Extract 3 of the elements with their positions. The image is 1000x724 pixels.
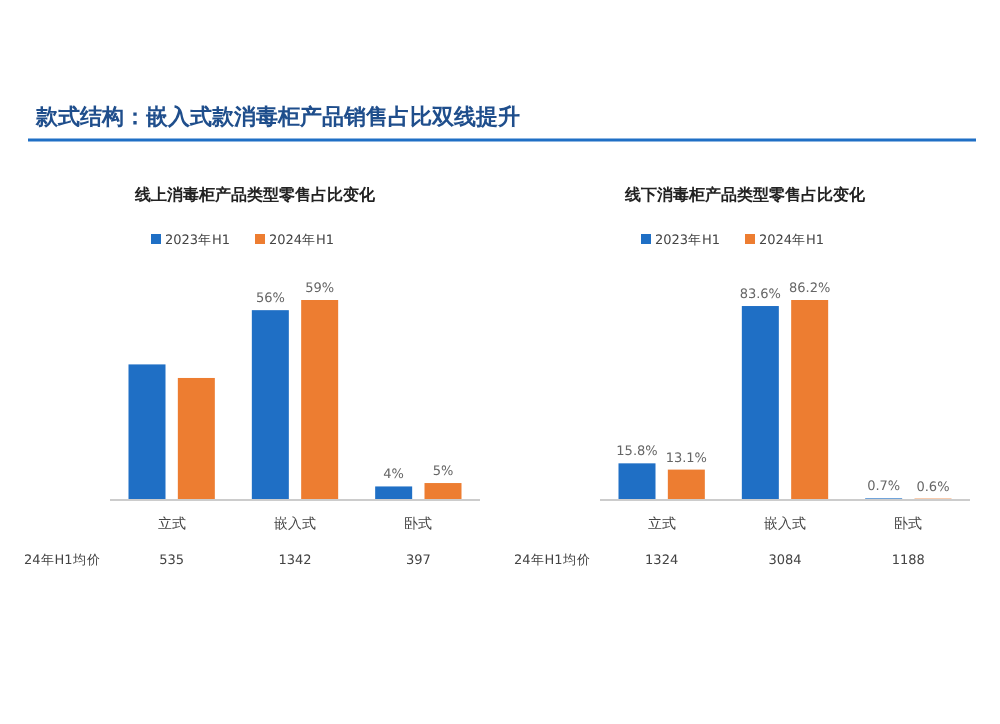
chart-title: 线上消毒柜产品类型零售占比变化 (133, 184, 377, 204)
chart-subtitle: 款式结构：嵌入式款消毒柜产品销售占比双线提升 (34, 104, 520, 130)
chart-title: 线下消毒柜产品类型零售占比变化 (623, 184, 867, 204)
